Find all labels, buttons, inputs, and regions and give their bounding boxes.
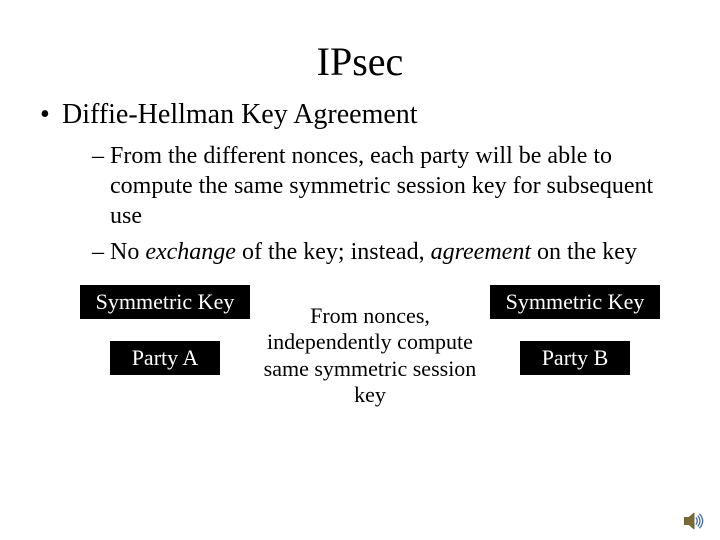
slide-title: IPsec: [40, 38, 680, 85]
text-fragment: on the key: [531, 239, 637, 265]
speaker-icon: [684, 512, 706, 530]
box-party-a: Party A: [110, 341, 220, 375]
diagram-center-text: From nonces, independently compute same …: [250, 303, 490, 409]
slide: IPsec Diffie-Hellman Key Agreement From …: [0, 0, 720, 540]
diagram-area: Symmetric Key Party A From nonces, indep…: [40, 285, 680, 435]
box-party-b: Party B: [520, 341, 630, 375]
emphasis-text: agreement: [431, 239, 531, 265]
emphasis-text: exchange: [145, 239, 236, 265]
text-fragment: of the key; instead,: [236, 239, 431, 265]
bullet-level2-item: No exchange of the key; instead, agreeme…: [40, 237, 680, 267]
box-symmetric-key-a: Symmetric Key: [80, 285, 250, 319]
text-fragment: No: [110, 239, 145, 265]
bullet-level1: Diffie-Hellman Key Agreement: [40, 99, 680, 131]
bullet-level2-item: From the different nonces, each party wi…: [40, 141, 680, 231]
box-symmetric-key-b: Symmetric Key: [490, 285, 660, 319]
